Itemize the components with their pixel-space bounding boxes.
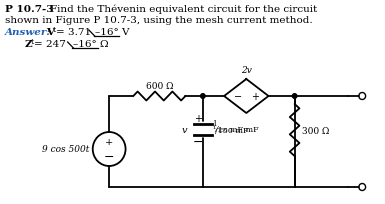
Text: 1: 1 bbox=[213, 120, 217, 128]
Text: 600 Ω: 600 Ω bbox=[146, 82, 173, 91]
Text: /150 mF: /150 mF bbox=[215, 126, 249, 134]
Text: Z: Z bbox=[24, 40, 32, 49]
Text: 2v: 2v bbox=[241, 66, 252, 75]
Text: Find the Thévenin equivalent circuit for the circuit: Find the Thévenin equivalent circuit for… bbox=[50, 5, 318, 14]
Text: = 247: = 247 bbox=[34, 40, 69, 49]
Circle shape bbox=[292, 94, 297, 99]
Text: t: t bbox=[30, 38, 33, 46]
Text: –16° Ω: –16° Ω bbox=[74, 40, 109, 49]
Text: t: t bbox=[53, 26, 56, 34]
Text: ¹⁄₁₅₀ mF mF: ¹⁄₁₅₀ mF mF bbox=[213, 126, 259, 134]
Text: 300 Ω: 300 Ω bbox=[302, 126, 330, 135]
Text: = 3.71: = 3.71 bbox=[56, 28, 94, 37]
Text: +: + bbox=[194, 113, 202, 123]
Text: −: − bbox=[193, 135, 203, 148]
Text: V: V bbox=[46, 28, 54, 37]
Text: Answer:: Answer: bbox=[5, 28, 51, 37]
Text: −: − bbox=[104, 150, 114, 163]
Text: 9 cos 500t: 9 cos 500t bbox=[42, 145, 90, 154]
Text: v: v bbox=[182, 125, 187, 134]
Circle shape bbox=[201, 94, 205, 99]
Text: P 10.7-3: P 10.7-3 bbox=[5, 5, 53, 14]
Text: –16° V: –16° V bbox=[95, 28, 129, 37]
Text: shown in Figure P 10.7-3, using the mesh current method.: shown in Figure P 10.7-3, using the mesh… bbox=[5, 16, 313, 25]
Text: +: + bbox=[251, 92, 259, 102]
Text: −: − bbox=[234, 92, 242, 102]
Text: +: + bbox=[105, 138, 113, 147]
